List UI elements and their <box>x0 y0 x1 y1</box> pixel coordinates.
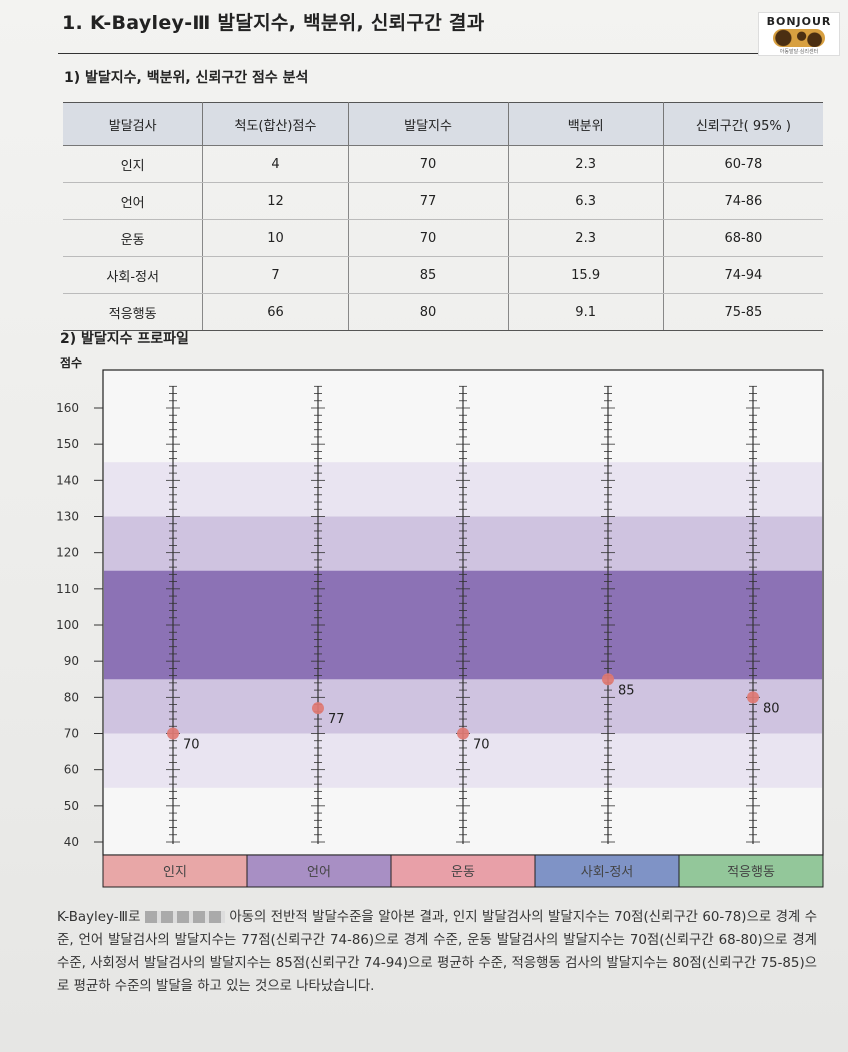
y-tick-label: 110 <box>56 582 79 596</box>
table-row: 언어 12 77 6.3 74-86 <box>63 182 823 220</box>
point-label: 85 <box>618 683 635 698</box>
point-label: 80 <box>763 701 780 716</box>
y-axis-label: 점수 <box>60 356 83 370</box>
score-point <box>602 673 614 686</box>
section-2-heading: 2) 발달지수 프로파일 <box>60 331 189 347</box>
cell-scaled: 10 <box>202 219 349 257</box>
table-header-row: 발달검사 척도(합산)점수 발달지수 백분위 신뢰구간( 95% ) <box>63 102 823 146</box>
category-label: 언어 <box>307 865 331 880</box>
cell-index: 77 <box>347 182 508 220</box>
title-divider <box>58 53 838 54</box>
header-scaled-score: 척도(합산)점수 <box>202 102 349 146</box>
y-tick-label: 120 <box>56 546 79 560</box>
cell-index: 70 <box>347 145 508 183</box>
cell-test: 적응행동 <box>63 293 203 331</box>
cell-scaled: 66 <box>202 293 349 331</box>
y-tick-label: 50 <box>64 799 79 813</box>
cell-scaled: 12 <box>202 182 349 220</box>
point-label: 70 <box>183 738 200 753</box>
result-paragraph: K-Bayley-Ⅲ로 아동의 전반적 발달수준을 알아본 결과, 인지 발달검… <box>57 906 817 998</box>
score-point <box>312 702 324 715</box>
header-test: 발달검사 <box>63 102 203 146</box>
score-point <box>747 691 759 704</box>
category-cell <box>390 854 536 888</box>
cell-percentile: 9.1 <box>507 293 664 331</box>
paragraph-body: 아동의 전반적 발달수준을 알아본 결과, 인지 발달검사의 발달지수는 70점… <box>57 910 818 994</box>
category-cell <box>534 854 680 888</box>
y-tick-label: 160 <box>56 401 79 415</box>
cell-ci: 74-94 <box>662 256 823 294</box>
category-label: 적응행동 <box>727 864 775 880</box>
score-table: 발달검사 척도(합산)점수 발달지수 백분위 신뢰구간( 95% ) 인지 4 … <box>63 102 823 331</box>
cell-index: 80 <box>347 293 508 331</box>
table-row: 운동 10 70 2.3 68-80 <box>63 219 823 257</box>
header-percentile: 백분위 <box>507 102 664 146</box>
header-confidence: 신뢰구간( 95% ) <box>662 102 823 146</box>
y-tick-label: 100 <box>56 618 79 632</box>
category-cell <box>102 854 248 888</box>
cell-scaled: 4 <box>202 145 349 183</box>
category-cell <box>678 854 824 888</box>
y-tick-label: 150 <box>56 437 79 451</box>
y-tick-label: 60 <box>64 763 79 777</box>
y-tick-label: 70 <box>64 727 79 741</box>
y-tick-label: 40 <box>64 835 79 849</box>
table-row: 사회-정서 7 85 15.9 74-94 <box>63 256 823 294</box>
category-cell <box>246 854 392 888</box>
section-1-heading: 1) 발달지수, 백분위, 신뢰구간 점수 분석 <box>64 70 309 86</box>
logo-text: BONJOUR <box>766 15 832 28</box>
cell-test: 언어 <box>63 182 203 220</box>
cell-percentile: 15.9 <box>507 256 664 294</box>
point-label: 77 <box>328 712 345 727</box>
y-tick-label: 90 <box>64 654 79 668</box>
point-label: 70 <box>473 738 490 753</box>
score-point <box>457 727 469 740</box>
logo: BONJOUR 아동발달·심리센터 <box>758 12 840 56</box>
table-row: 인지 4 70 2.3 60-78 <box>63 145 823 183</box>
logo-tagline: 아동발달·심리센터 <box>779 49 819 55</box>
profile-chart: 40 50 60 70 80 90 100 110 120 130 140 150 160 70 인지 77 언… <box>56 369 824 888</box>
y-tick-label: 80 <box>64 690 79 704</box>
header-index: 발달지수 <box>347 102 508 146</box>
paragraph-start: K-Bayley-Ⅲ로 <box>57 910 141 925</box>
category-label: 사회-정서 <box>581 865 634 880</box>
cell-ci: 68-80 <box>662 219 823 257</box>
cell-index: 85 <box>347 256 508 294</box>
y-tick-label: 130 <box>56 510 79 524</box>
redacted-name <box>144 911 225 923</box>
cell-index: 70 <box>347 219 508 257</box>
cell-test: 인지 <box>63 145 203 183</box>
cell-percentile: 2.3 <box>507 145 664 183</box>
cell-test: 사회-정서 <box>63 256 203 294</box>
cell-scaled: 7 <box>202 256 349 294</box>
cell-percentile: 6.3 <box>507 182 664 220</box>
y-tick-label: 140 <box>56 473 79 487</box>
cell-ci: 75-85 <box>662 293 823 331</box>
category-label: 인지 <box>163 865 187 880</box>
score-point <box>167 727 179 740</box>
category-label: 운동 <box>451 865 475 880</box>
logo-icon <box>773 29 825 47</box>
table-row: 적응행동 66 80 9.1 75-85 <box>63 293 823 331</box>
cell-ci: 60-78 <box>662 145 823 183</box>
report-title: 1. K-Bayley-Ⅲ 발달지수, 백분위, 신뢰구간 결과 <box>62 12 485 34</box>
cell-test: 운동 <box>63 219 203 257</box>
cell-percentile: 2.3 <box>507 219 664 257</box>
cell-ci: 74-86 <box>662 182 823 220</box>
